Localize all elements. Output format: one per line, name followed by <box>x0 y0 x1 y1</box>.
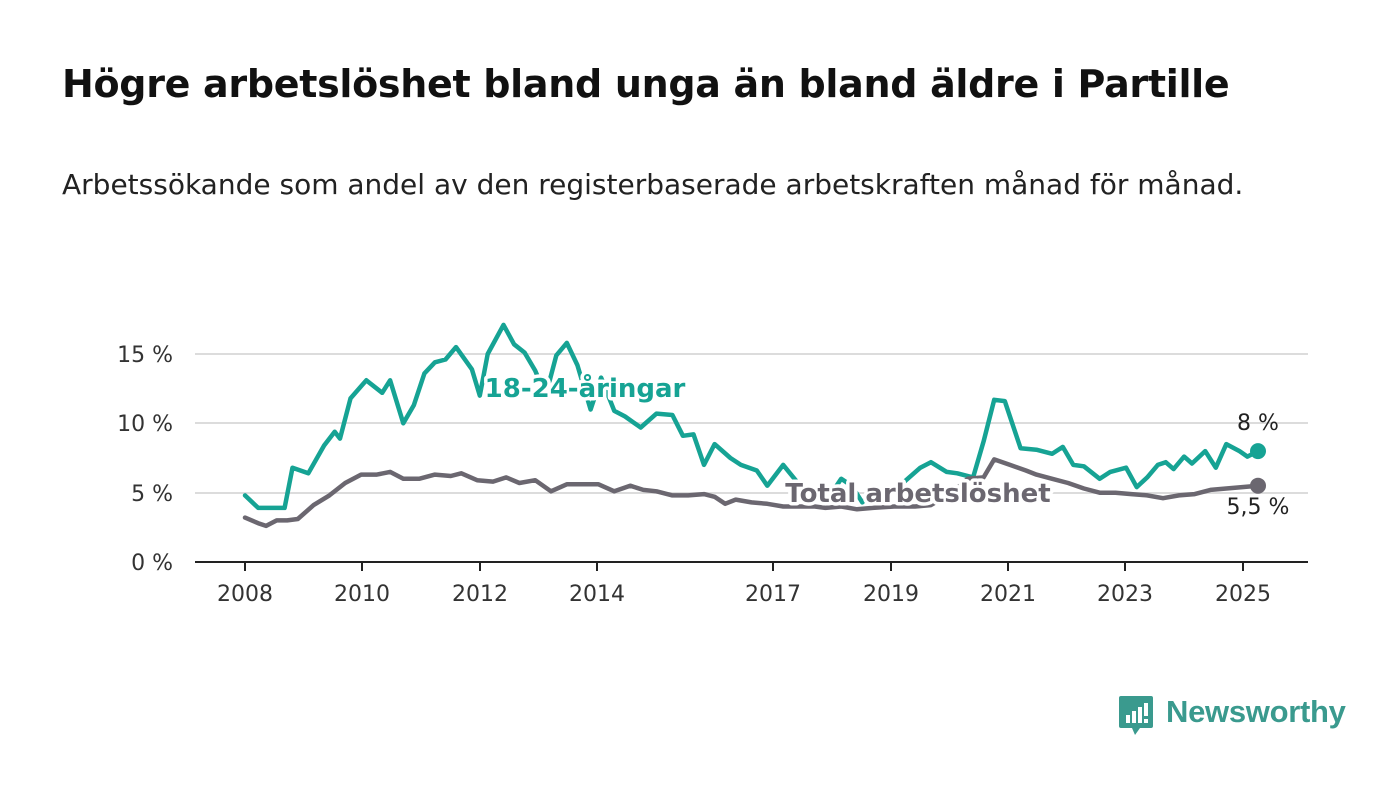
x-tick-label-2019: 2019 <box>863 582 919 607</box>
series-label-18-24: 18-24-åringar <box>485 372 686 404</box>
series-label-total: Total arbetslöshet <box>785 479 1050 509</box>
series-line-total <box>242 457 1261 529</box>
x-tick-label-2008: 2008 <box>217 582 273 607</box>
x-tick-label-2012: 2012 <box>452 582 508 607</box>
x-tick-label-2014: 2014 <box>569 582 625 607</box>
y-axis-labels: 15 % 10 % 5 % 0 % <box>117 343 173 576</box>
x-tick-label-2010: 2010 <box>334 582 390 607</box>
end-value-label-total: 5,5 % <box>1227 495 1290 520</box>
series-line-18-24 <box>242 322 1261 511</box>
page-title: Högre arbetslöshet bland unga än bland ä… <box>62 62 1230 106</box>
y-tick-label-0: 0 % <box>131 551 173 576</box>
x-axis: 2008 2010 2012 2014 2017 2019 2021 2023 … <box>217 562 1271 607</box>
series-end-marker-18-24 <box>1250 443 1266 460</box>
brand-logo: Newsworthy <box>1118 690 1346 735</box>
x-tick-label-2023: 2023 <box>1097 582 1153 607</box>
series-end-marker-total <box>1250 477 1266 494</box>
end-value-label-18-24: 8 % <box>1237 411 1279 436</box>
y-tick-label-5: 5 % <box>131 482 173 507</box>
newsworthy-logo-icon <box>1118 694 1154 735</box>
y-tick-label-15: 15 % <box>117 343 173 368</box>
x-tick-label-2017: 2017 <box>745 582 801 607</box>
page-subtitle: Arbetssökande som andel av den registerb… <box>62 168 1244 201</box>
gridlines <box>195 353 1308 494</box>
x-tick-label-2021: 2021 <box>980 582 1036 607</box>
y-tick-label-10: 10 % <box>117 412 173 437</box>
x-tick-label-2025: 2025 <box>1215 582 1271 607</box>
brand-name: Newsworthy <box>1166 694 1346 729</box>
